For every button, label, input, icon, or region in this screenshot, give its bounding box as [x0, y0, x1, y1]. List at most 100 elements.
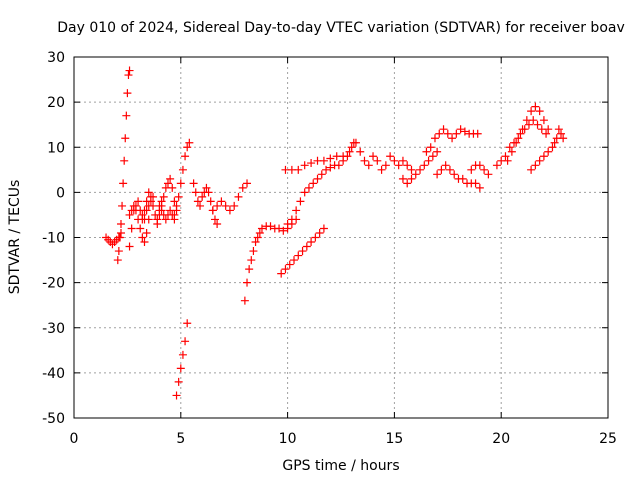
data-point	[527, 107, 536, 116]
series-arc-01	[102, 228, 125, 249]
data-point	[501, 152, 510, 161]
data-point	[307, 159, 316, 168]
data-point	[245, 265, 254, 274]
series-arc-08	[170, 138, 194, 219]
data-point	[403, 179, 412, 188]
data-point	[153, 219, 162, 228]
data-point	[159, 192, 168, 201]
series-arc-19	[422, 125, 482, 156]
data-point	[251, 238, 260, 247]
data-point	[287, 215, 296, 224]
series-arc-14	[283, 161, 339, 228]
data-point	[144, 188, 153, 197]
data-point	[125, 242, 134, 251]
data-point	[294, 165, 303, 174]
data-point	[185, 138, 194, 147]
data-point	[527, 165, 536, 174]
data-point	[377, 165, 386, 174]
data-point	[115, 233, 124, 242]
series-arc-06	[153, 174, 181, 228]
data-point	[537, 125, 546, 134]
grid-lines	[74, 57, 608, 418]
data-point	[539, 152, 548, 161]
data-point	[319, 224, 328, 233]
data-point	[176, 179, 185, 188]
series-arc-23	[503, 116, 551, 165]
data-point	[550, 138, 559, 147]
data-point	[507, 147, 516, 156]
data-point	[279, 226, 288, 235]
data-point	[339, 156, 348, 165]
data-point	[430, 134, 439, 143]
data-point	[505, 143, 514, 152]
y-tick-label: 20	[47, 95, 65, 111]
data-point	[142, 228, 151, 237]
data-point	[452, 129, 461, 138]
x-tick-label: 0	[70, 431, 79, 447]
data-point	[386, 152, 395, 161]
data-point	[277, 269, 286, 278]
data-point	[266, 222, 275, 231]
data-point	[535, 107, 544, 116]
data-point	[407, 174, 416, 183]
data-point	[138, 215, 147, 224]
data-point	[356, 147, 365, 156]
data-point	[381, 161, 390, 170]
data-point	[183, 143, 192, 152]
data-point	[166, 206, 175, 215]
data-point	[443, 129, 452, 138]
x-tick-labels: 0 5 10 15 20 25	[70, 431, 617, 447]
data-point	[407, 165, 416, 174]
y-tick-label: -40	[42, 366, 65, 382]
data-point	[204, 188, 213, 197]
data-point	[174, 377, 183, 386]
data-point	[193, 197, 202, 206]
data-point	[559, 134, 568, 143]
data-point	[473, 129, 482, 138]
data-point	[170, 210, 179, 219]
data-point	[290, 256, 299, 265]
data-point	[458, 174, 467, 183]
data-point	[456, 125, 465, 134]
data-point	[225, 206, 234, 215]
data-point	[542, 129, 551, 138]
data-point	[181, 337, 190, 346]
data-point	[343, 152, 352, 161]
data-point	[146, 192, 155, 201]
data-point	[524, 120, 533, 129]
data-point	[213, 219, 222, 228]
data-markers	[102, 66, 568, 400]
data-point	[520, 125, 529, 134]
data-point	[351, 138, 360, 147]
data-point	[416, 165, 425, 174]
data-point	[313, 174, 322, 183]
x-tick-label: 5	[176, 431, 185, 447]
y-tick-labels: -50 -40 -30 -20 -10 0 10 20 30	[42, 50, 65, 427]
data-point	[172, 201, 181, 210]
data-point	[281, 265, 290, 274]
data-point	[364, 161, 373, 170]
data-point	[460, 127, 469, 136]
data-point	[240, 296, 249, 305]
data-point	[322, 165, 331, 174]
data-point	[127, 224, 136, 233]
data-point	[433, 147, 442, 156]
data-point	[113, 256, 122, 265]
data-point	[142, 197, 151, 206]
data-point	[296, 197, 305, 206]
data-point	[131, 206, 140, 215]
y-tick-label: -20	[42, 276, 65, 292]
data-point	[514, 134, 523, 143]
data-point	[191, 188, 200, 197]
data-point	[326, 154, 335, 163]
data-point	[157, 206, 166, 215]
series-arc-09	[172, 319, 192, 400]
x-tick-label: 20	[492, 431, 510, 447]
data-point	[319, 156, 328, 165]
data-point	[309, 179, 318, 188]
data-point	[539, 116, 548, 125]
series-arc-13	[277, 224, 328, 278]
x-tick-label: 10	[279, 431, 297, 447]
x-tick-label: 25	[599, 431, 617, 447]
